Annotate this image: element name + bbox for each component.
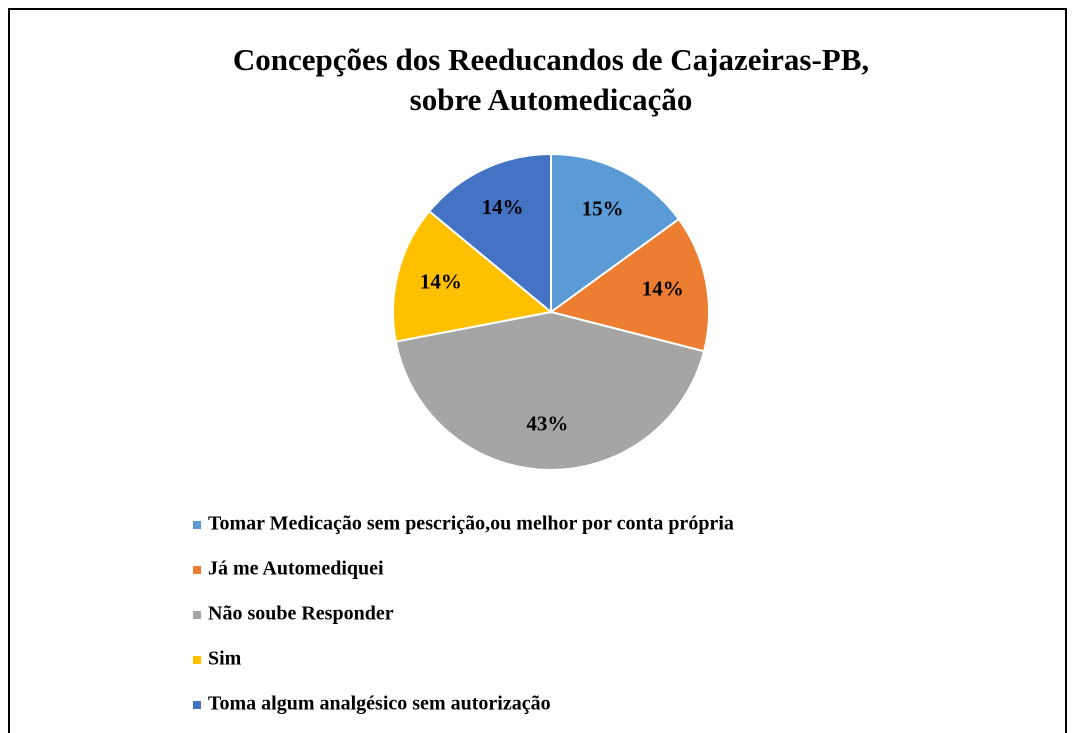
chart-title: Concepções dos Reeducandos de Cajazeiras… xyxy=(233,42,869,77)
legend-label: Não soube Responder xyxy=(208,603,394,625)
pie-slice xyxy=(392,209,554,343)
chart-frame xyxy=(8,8,1067,733)
data-label: 14% xyxy=(420,270,462,294)
legend-swatch xyxy=(193,701,201,709)
legend-swatch xyxy=(193,566,201,574)
data-label: 43% xyxy=(526,412,568,436)
data-label: 15% xyxy=(582,196,624,220)
data-label: 14% xyxy=(482,195,524,219)
legend-label: Já me Automediquei xyxy=(208,558,384,580)
legend-swatch xyxy=(193,656,201,664)
data-label: 14% xyxy=(642,276,684,300)
chart-title: sobre Automedicação xyxy=(410,82,693,117)
pie-slice xyxy=(427,152,552,315)
legend-label: Toma algum analgésico sem autorização xyxy=(208,693,551,715)
pie-slice xyxy=(550,152,681,314)
legend-swatch xyxy=(193,521,201,529)
legend-label: Tomar Medicação sem pescrição,ou melhor … xyxy=(208,513,734,535)
legend-swatch xyxy=(193,611,201,619)
pie-slice xyxy=(548,217,710,353)
legend-label: Sim xyxy=(208,648,242,670)
pie-slice xyxy=(394,310,706,471)
